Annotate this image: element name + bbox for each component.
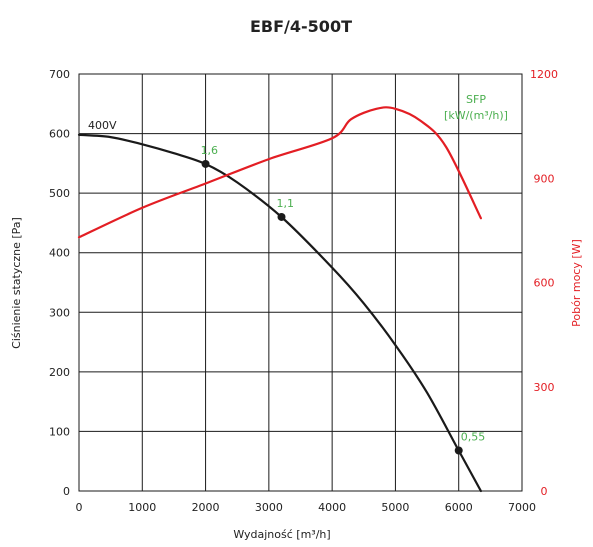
grid (78, 73, 523, 492)
sfp-unit: [kW/(m³/h)] (444, 109, 508, 122)
x-tick-label: 6000 (445, 501, 473, 514)
y2-tick-label: 1200 (530, 68, 558, 81)
sfp-point-label: 0,55 (461, 430, 486, 443)
y-tick-label: 0 (63, 485, 70, 498)
y2-axis-ticks: 0 300 600 900 1200 (530, 68, 558, 498)
x-tick-label: 2000 (192, 501, 220, 514)
sfp-point-label: 1,6 (201, 144, 219, 157)
chart-title: EBF/4-500T (250, 17, 352, 36)
y2-tick-label: 900 (534, 172, 555, 185)
y-tick-label: 600 (49, 128, 70, 141)
y-tick-label: 200 (49, 366, 70, 379)
sfp-point (277, 212, 286, 221)
x-tick-label: 5000 (381, 501, 409, 514)
sfp-point-label: 1,1 (277, 197, 295, 210)
sfp-label: SFP (466, 93, 486, 106)
y2-axis-label: Pobór mocy [W] (570, 239, 583, 327)
plot-frame (78, 73, 523, 492)
x-tick-label: 0 (76, 501, 83, 514)
sfp-point (201, 159, 210, 168)
x-tick-label: 7000 (508, 501, 536, 514)
y2-tick-label: 300 (534, 381, 555, 394)
x-axis-ticks: 0 1000 2000 3000 4000 5000 6000 7000 (76, 501, 537, 514)
sfp-points: 1,6 1,1 0,55 (201, 144, 486, 455)
y-tick-label: 100 (49, 425, 70, 438)
x-tick-label: 1000 (128, 501, 156, 514)
y2-tick-label: 600 (534, 277, 555, 290)
y-axis-label: Ciśnienie statyczne [Pa] (10, 217, 23, 349)
series-group: 400V (77, 106, 482, 493)
power-line (77, 106, 482, 239)
y-axis-ticks: 0 100 200 300 400 500 600 700 (49, 68, 70, 498)
y2-tick-label: 0 (541, 485, 548, 498)
pressure-line (77, 133, 482, 493)
y-tick-label: 700 (49, 68, 70, 81)
y-tick-label: 500 (49, 187, 70, 200)
x-tick-label: 4000 (318, 501, 346, 514)
sfp-point (454, 446, 463, 455)
series-label-400v: 400V (88, 119, 117, 132)
y-tick-label: 400 (49, 247, 70, 260)
y-tick-label: 300 (49, 306, 70, 319)
x-tick-label: 3000 (255, 501, 283, 514)
x-axis-label: Wydajność [m³/h] (233, 528, 330, 541)
